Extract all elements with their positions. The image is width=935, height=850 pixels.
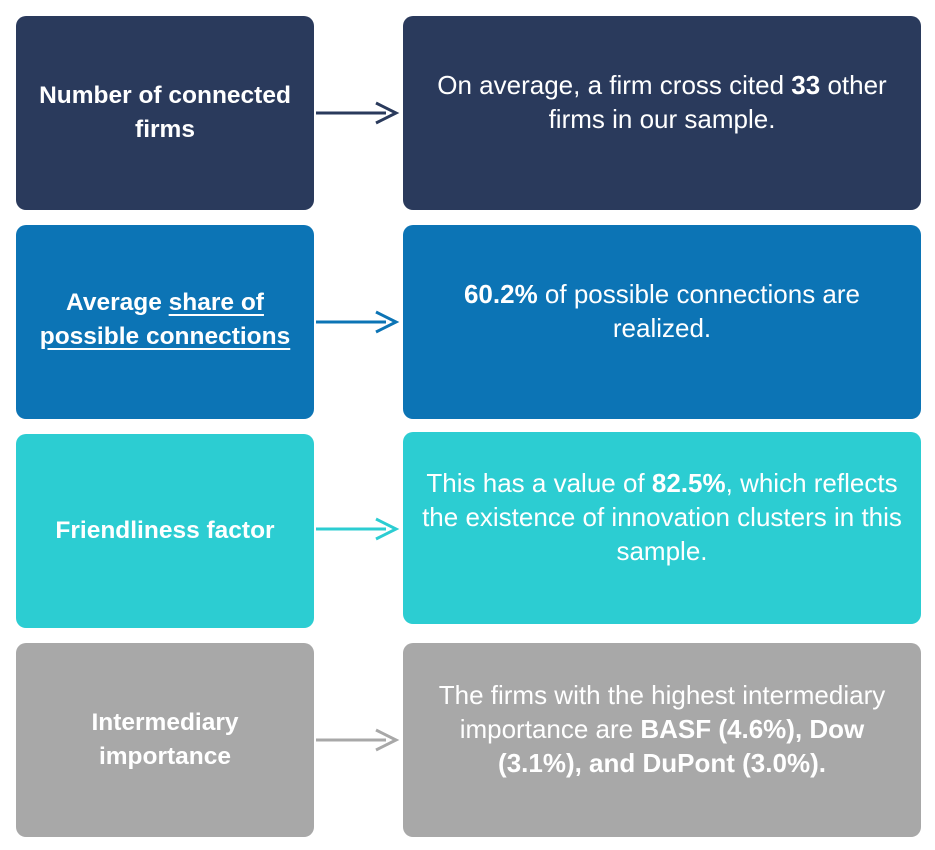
metric-label: Average share of possible connections [39, 289, 291, 350]
description-text: On average, a firm cross cited 33 other … [437, 70, 887, 134]
description-text: 60.2% of possible connections are realiz… [463, 279, 861, 343]
description-box-intermediary-importance: The firms with the highest intermediary … [403, 643, 921, 837]
description-box-friendliness-factor: This has a value of 82.5%, which reflect… [403, 432, 921, 624]
metric-label: Intermediary importance [91, 709, 239, 770]
metric-box-friendliness-factor: Friendliness factor [16, 434, 314, 628]
description-text: This has a value of 82.5%, which reflect… [422, 468, 902, 566]
arrow-right-icon [316, 728, 400, 752]
arrow-right-icon [316, 310, 400, 334]
metric-box-connected-firms: Number of connected firms [16, 16, 314, 210]
description-text: The firms with the highest intermediary … [438, 680, 886, 778]
metric-label: Friendliness factor [55, 517, 275, 544]
metric-box-share-of-connections: Average share of possible connections [16, 225, 314, 419]
metric-label: Number of connected firms [39, 82, 291, 143]
metric-box-intermediary-importance: Intermediary importance [16, 643, 314, 837]
arrow-right-icon [316, 517, 400, 541]
share-of-possible-connections-link[interactable]: share of possible connections [39, 289, 291, 350]
arrow-right-icon [316, 101, 400, 125]
description-box-share-of-connections: 60.2% of possible connections are realiz… [403, 225, 921, 419]
description-box-connected-firms: On average, a firm cross cited 33 other … [403, 16, 921, 210]
